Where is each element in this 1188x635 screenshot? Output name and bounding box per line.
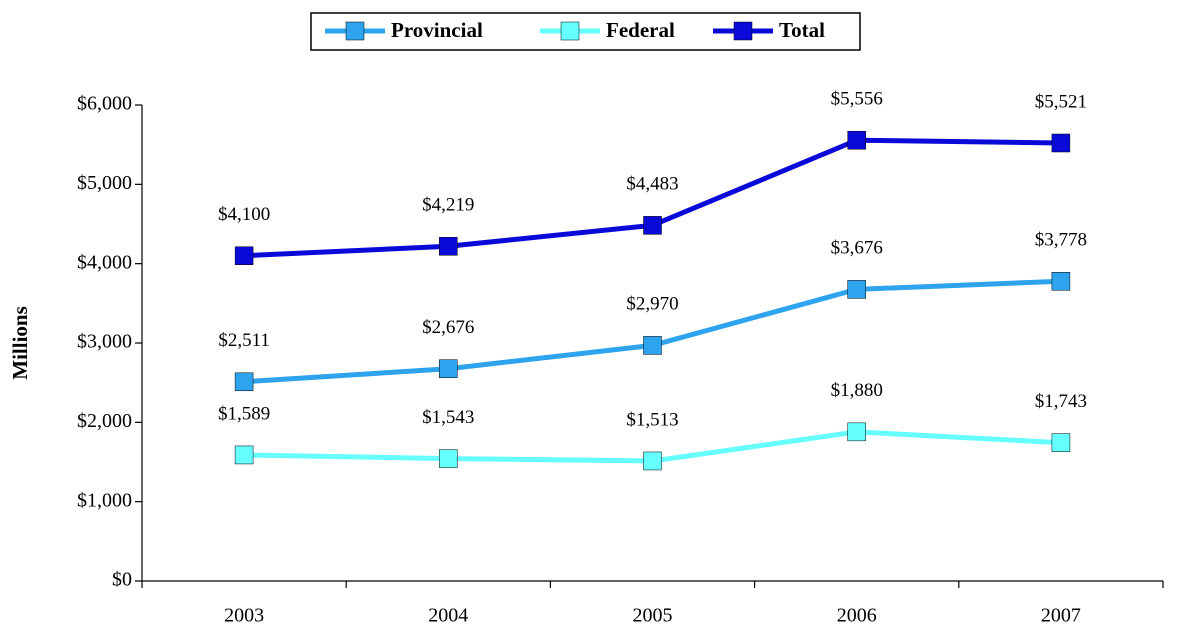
y-axis-label: Millions xyxy=(8,306,32,380)
x-tick-label: 2007 xyxy=(1041,605,1081,627)
value-label: $3,676 xyxy=(831,238,883,259)
point-marker xyxy=(439,359,458,378)
value-label: $4,219 xyxy=(422,195,474,216)
value-label: $3,778 xyxy=(1035,230,1087,251)
x-tick-label: 2006 xyxy=(837,605,877,627)
legend-label: Federal xyxy=(606,18,675,42)
point-marker xyxy=(643,216,662,235)
value-label: $2,970 xyxy=(626,294,678,315)
x-tick-label: 2005 xyxy=(633,605,673,627)
legend-marker xyxy=(560,21,580,41)
value-label: $2,511 xyxy=(218,330,270,351)
value-label: $1,589 xyxy=(218,403,270,424)
legend-marker xyxy=(345,21,365,41)
legend-label: Provincial xyxy=(391,18,483,42)
point-marker xyxy=(643,336,662,355)
value-label: $5,556 xyxy=(831,89,883,110)
y-tick-label: $2,000 xyxy=(77,410,132,432)
point-marker xyxy=(847,280,866,299)
series-line xyxy=(243,137,1061,259)
point-marker xyxy=(234,246,254,265)
value-label: $2,676 xyxy=(422,317,474,338)
point-marker xyxy=(439,237,458,256)
point-marker xyxy=(1051,133,1071,153)
y-tick-label: $1,000 xyxy=(77,489,132,511)
y-tick-label: $4,000 xyxy=(77,251,132,273)
value-label: $4,100 xyxy=(218,204,270,225)
point-marker xyxy=(1051,272,1071,291)
legend-label: Total xyxy=(779,18,825,42)
x-tick-label: 2004 xyxy=(428,605,468,627)
point-marker xyxy=(847,422,866,442)
value-label: $1,743 xyxy=(1035,391,1087,412)
x-tick-label: 2003 xyxy=(224,605,264,627)
point-marker xyxy=(1051,433,1071,452)
y-tick-label: $0 xyxy=(112,569,132,591)
point-marker xyxy=(234,445,254,465)
y-tick-label: $5,000 xyxy=(77,172,132,194)
value-label: $4,483 xyxy=(626,174,678,195)
point-marker xyxy=(234,372,254,392)
y-tick-label: $6,000 xyxy=(77,93,132,115)
value-label: $1,513 xyxy=(626,409,678,430)
y-tick-label: $3,000 xyxy=(77,331,132,353)
point-marker xyxy=(643,451,662,471)
value-label: $1,880 xyxy=(831,380,883,401)
value-label: $1,543 xyxy=(422,407,474,428)
value-label: $5,521 xyxy=(1035,91,1087,112)
legend-marker xyxy=(733,21,753,41)
point-marker xyxy=(847,130,866,150)
point-marker xyxy=(439,449,458,468)
